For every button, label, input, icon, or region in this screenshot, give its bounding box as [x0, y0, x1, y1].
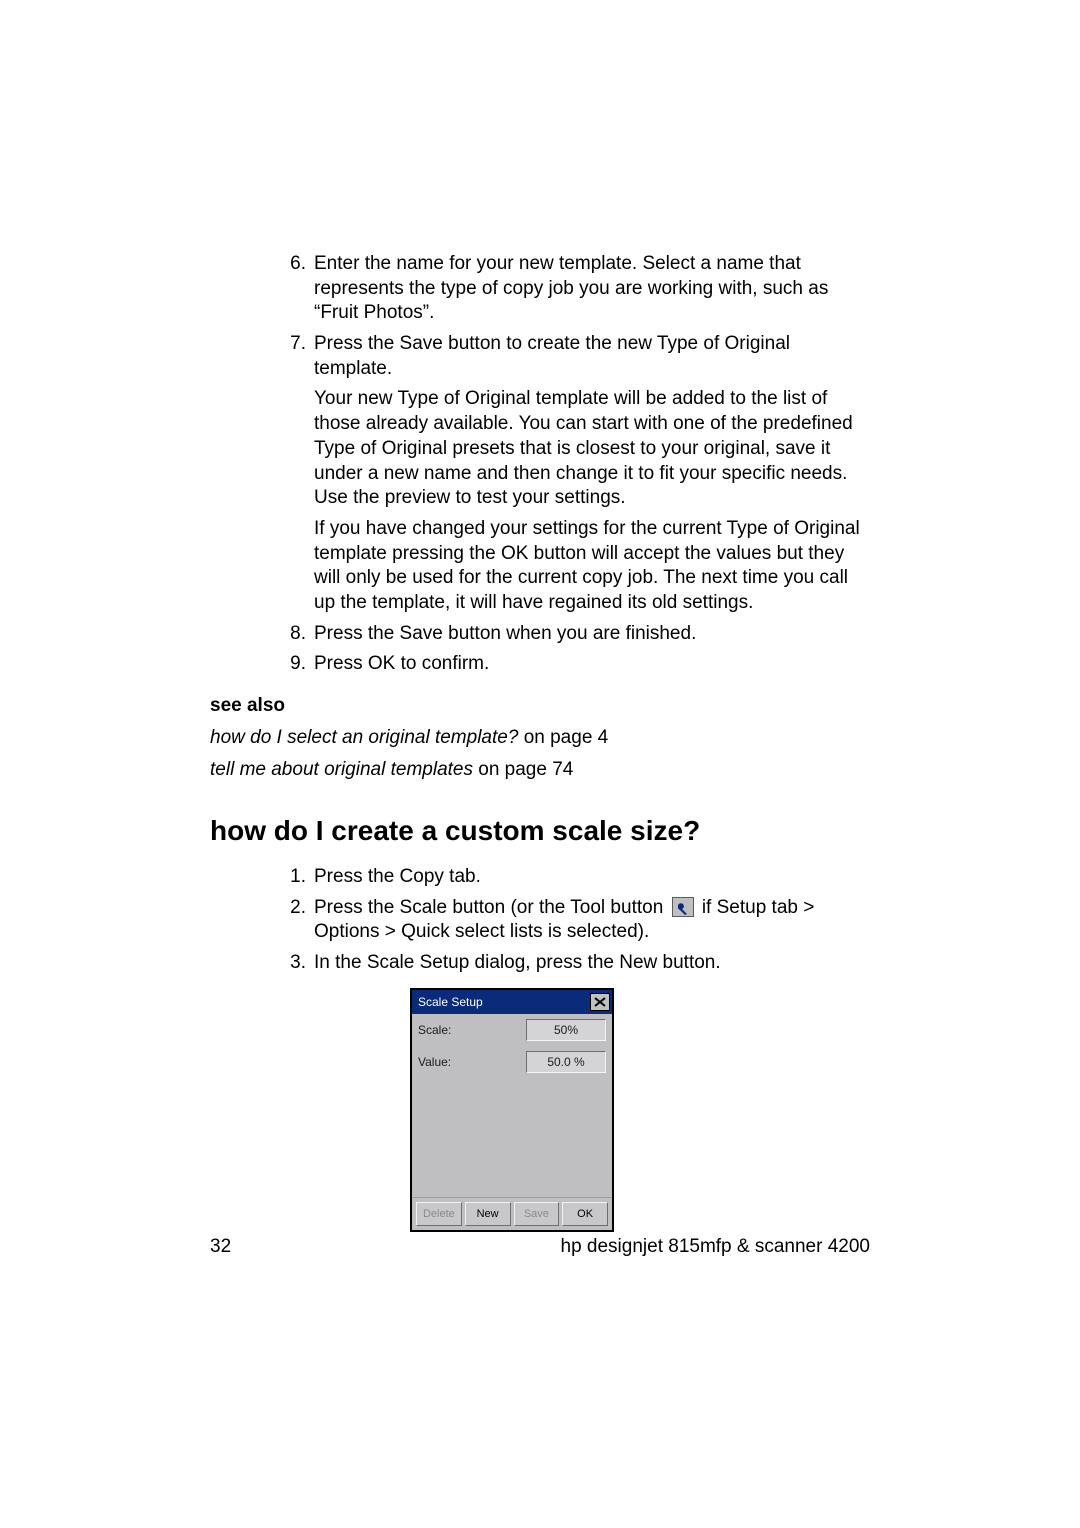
list-item-paragraph: If you have changed your settings for th… [314, 517, 870, 616]
cross-reference: how do I select an original template? on… [210, 727, 870, 749]
list-item-number: 3. [280, 951, 306, 976]
new-button[interactable]: New [465, 1202, 511, 1226]
dialog-title: Scale Setup [418, 995, 483, 1009]
list-item-body: Enter the name for your new template. Se… [314, 252, 870, 326]
cross-reference: tell me about original templates on page… [210, 759, 870, 781]
list-item: 2. Press the Scale button (or the Tool b… [280, 896, 870, 945]
list-item-body: Press the Copy tab. [314, 865, 870, 890]
dialog-title-bar: Scale Setup [412, 990, 612, 1014]
page: 6. Enter the name for your new template.… [0, 0, 1080, 1528]
ordered-list: 1. Press the Copy tab. 2. Press the Scal… [280, 865, 870, 976]
value-field-row: Value: 50.0 % [412, 1046, 612, 1078]
list-item-number: 7. [280, 332, 306, 357]
list-item-number: 8. [280, 622, 306, 647]
section-heading: how do I create a custom scale size? [210, 815, 870, 847]
tool-icon [672, 897, 694, 917]
list-item-number: 1. [280, 865, 306, 890]
scale-setup-dialog: Scale Setup Scale: 50% Value: 50.0 % Del… [410, 988, 614, 1232]
list-item-text: Press the Save button to create the new … [314, 333, 790, 379]
list-item-number: 6. [280, 252, 306, 277]
scale-field-row: Scale: 50% [412, 1014, 612, 1046]
list-item: 7. Press the Save button to create the n… [280, 332, 870, 616]
list-item-paragraph: Your new Type of Original template will … [314, 387, 870, 510]
list-item-body: Press OK to confirm. [314, 652, 870, 677]
value-input[interactable]: 50.0 % [526, 1051, 606, 1073]
list-item-body: Press the Scale button (or the Tool butt… [314, 896, 870, 945]
footer-text: hp designjet 815mfp & scanner 4200 [561, 1236, 871, 1258]
list-item: 8. Press the Save button when you are fi… [280, 622, 870, 647]
list-item-body: In the Scale Setup dialog, press the New… [314, 951, 870, 976]
cross-reference-page: on page 4 [518, 727, 608, 748]
list-item-body: Press the Save button when you are finis… [314, 622, 870, 647]
list-item: 1. Press the Copy tab. [280, 865, 870, 890]
dialog-button-row: Delete New Save OK [412, 1197, 612, 1230]
value-label: Value: [418, 1055, 451, 1069]
page-number: 32 [210, 1236, 231, 1258]
list-item-body: Press the Save button to create the new … [314, 332, 870, 616]
list-item-number: 9. [280, 652, 306, 677]
close-icon[interactable] [590, 993, 610, 1011]
cross-reference-title: how do I select an original template? [210, 727, 518, 748]
list-item: 6. Enter the name for your new template.… [280, 252, 870, 326]
save-button[interactable]: Save [514, 1202, 560, 1226]
ordered-list-continued: 6. Enter the name for your new template.… [280, 252, 870, 677]
cross-reference-page: on page 74 [473, 759, 573, 780]
scale-label: Scale: [418, 1023, 451, 1037]
scale-input[interactable]: 50% [526, 1019, 606, 1041]
delete-button[interactable]: Delete [416, 1202, 462, 1226]
ok-button[interactable]: OK [562, 1202, 608, 1226]
list-item: 3. In the Scale Setup dialog, press the … [280, 951, 870, 976]
see-also-heading: see also [210, 695, 870, 717]
list-item-number: 2. [280, 896, 306, 921]
cross-reference-title: tell me about original templates [210, 759, 473, 780]
list-item: 9. Press OK to confirm. [280, 652, 870, 677]
list-item-text-pre: Press the Scale button (or the Tool butt… [314, 897, 669, 918]
